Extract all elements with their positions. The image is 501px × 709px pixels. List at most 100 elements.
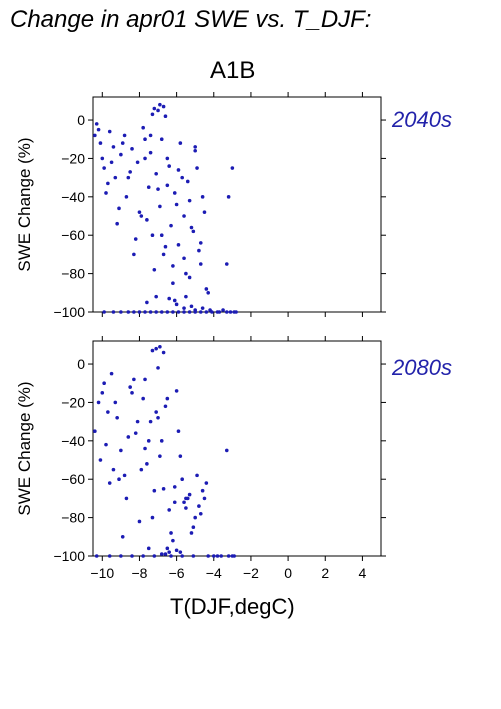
- data-point: [193, 310, 197, 314]
- data-point: [195, 166, 199, 170]
- data-point: [98, 141, 103, 145]
- data-point: [187, 198, 192, 203]
- data-point: [159, 137, 164, 142]
- data-point: [102, 166, 106, 170]
- data-point: [230, 554, 235, 558]
- data-point: [93, 429, 97, 434]
- data-point: [180, 477, 184, 482]
- data-point: [193, 148, 197, 153]
- data-point: [187, 310, 192, 314]
- data-point: [137, 519, 142, 524]
- data-point: [158, 454, 162, 458]
- data-point: [137, 310, 142, 314]
- data-point: [128, 170, 132, 174]
- data-point: [93, 133, 97, 138]
- data-point: [226, 195, 231, 199]
- data-point: [171, 538, 175, 543]
- data-point: [146, 546, 151, 551]
- plot-frame-2040s: [92, 96, 382, 313]
- data-point: [198, 310, 203, 314]
- data-point: [126, 310, 131, 314]
- y-tick-label: 0: [77, 112, 85, 128]
- x-axis-label: T(DJF,degC): [170, 594, 295, 619]
- data-point: [124, 496, 129, 501]
- data-point: [139, 467, 144, 472]
- data-point: [145, 300, 149, 305]
- x-tick-label: −8: [131, 565, 147, 581]
- data-point: [100, 391, 105, 395]
- data-point: [182, 256, 186, 261]
- data-point: [109, 160, 114, 165]
- data-point: [180, 175, 184, 180]
- y-tick-label: −60: [61, 227, 85, 243]
- data-point: [189, 225, 194, 230]
- data-point: [146, 185, 151, 190]
- panel-label-2080s: 2080s: [392, 355, 452, 380]
- data-point: [158, 344, 162, 349]
- x-tick-label: −2: [243, 565, 259, 581]
- data-point: [150, 515, 155, 520]
- data-point: [143, 137, 147, 142]
- data-point: [182, 306, 186, 310]
- data-point: [120, 141, 125, 145]
- data-point: [133, 237, 138, 241]
- data-point: [154, 346, 158, 351]
- data-point: [150, 112, 155, 117]
- data-point: [161, 487, 166, 491]
- data-point: [171, 310, 175, 314]
- data-point: [176, 243, 181, 247]
- data-point: [206, 554, 210, 558]
- data-point: [204, 287, 209, 291]
- data-point: [156, 415, 160, 420]
- data-point: [180, 554, 184, 558]
- data-point: [148, 310, 153, 314]
- data-point: [174, 548, 179, 553]
- x-tick-label: 0: [284, 565, 292, 581]
- data-point: [143, 310, 147, 314]
- data-point: [185, 179, 190, 184]
- data-point: [219, 554, 224, 558]
- data-point: [172, 500, 177, 505]
- data-point: [132, 377, 136, 382]
- data-point: [228, 310, 233, 314]
- data-point: [130, 391, 134, 395]
- data-point: [167, 508, 171, 512]
- data-point: [174, 389, 179, 393]
- data-point: [111, 310, 116, 314]
- y-tick-label: −20: [61, 150, 85, 166]
- data-point: [135, 160, 140, 165]
- data-point: [172, 191, 177, 195]
- data-point: [191, 229, 196, 234]
- data-point: [167, 550, 171, 554]
- data-point: [211, 554, 216, 558]
- data-point: [119, 152, 123, 157]
- data-point: [226, 554, 231, 558]
- data-point: [156, 187, 160, 191]
- data-point: [204, 310, 209, 314]
- data-point: [104, 442, 108, 447]
- data-point: [107, 554, 112, 558]
- data-point: [119, 310, 123, 314]
- x-tick-label: −10: [90, 565, 114, 581]
- data-point: [141, 125, 145, 130]
- data-point: [224, 310, 229, 314]
- data-point: [197, 504, 201, 508]
- data-point: [198, 241, 203, 245]
- data-point: [221, 308, 225, 312]
- data-point: [106, 410, 110, 414]
- data-point: [178, 550, 183, 554]
- data-point: [161, 104, 166, 109]
- data-point: [107, 481, 112, 485]
- data-point: [165, 396, 170, 401]
- data-point: [171, 264, 175, 268]
- data-point: [159, 552, 164, 556]
- data-point: [150, 348, 155, 353]
- data-point: [115, 415, 119, 420]
- data-point: [154, 294, 158, 299]
- data-point: [143, 156, 147, 161]
- y-tick-label: −40: [61, 189, 85, 205]
- y-tick-label: −20: [61, 394, 85, 410]
- data-point: [96, 400, 101, 405]
- data-point: [146, 439, 151, 443]
- data-point: [102, 310, 106, 314]
